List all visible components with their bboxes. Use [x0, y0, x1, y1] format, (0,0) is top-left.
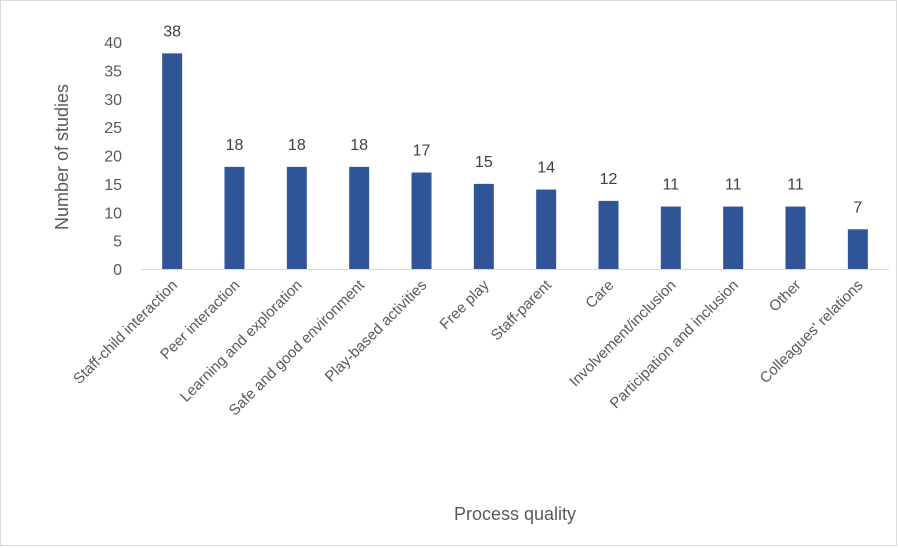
y-tick-label: 35: [104, 63, 122, 80]
x-tick-label: Free play: [436, 276, 493, 333]
y-axis-title: Number of studies: [52, 84, 72, 230]
data-label: 18: [226, 137, 244, 154]
y-tick-label: 40: [104, 35, 122, 52]
data-label: 38: [163, 23, 181, 40]
y-tick-label: 0: [113, 262, 122, 279]
y-tick-label: 5: [113, 234, 122, 251]
data-label: 14: [537, 160, 555, 177]
x-tick-label: Participation and inclusion: [607, 277, 742, 412]
data-label: 17: [413, 143, 431, 160]
x-tick-label: Other: [766, 277, 805, 316]
x-tick-label: Play-based activities: [322, 277, 431, 386]
x-tick-label: Staff-child interaction: [70, 277, 181, 388]
bar: [536, 189, 557, 269]
x-axis-title: Process quality: [454, 504, 576, 524]
x-tick-label: Colleagues' relations: [757, 277, 867, 387]
y-tick-label: 20: [104, 149, 122, 166]
bar: [723, 206, 744, 269]
y-tick-label: 10: [104, 205, 122, 222]
x-tick-label: Involvement/inclusion: [566, 277, 679, 390]
bar: [847, 229, 868, 269]
bar: [286, 166, 307, 269]
data-label: 11: [663, 177, 680, 194]
y-tick-label: 15: [104, 177, 122, 194]
bar: [473, 183, 494, 269]
bar: [224, 166, 245, 269]
bar: [411, 172, 432, 269]
data-labels: 38 18 18 18 17 15 14 12 11 11 11 7: [163, 23, 862, 216]
bar: [598, 200, 619, 269]
data-label: 11: [787, 177, 804, 194]
bar: [660, 206, 681, 269]
data-label: 7: [853, 199, 862, 216]
data-label: 12: [600, 171, 618, 188]
x-tick-label: Learning and exploration: [177, 277, 306, 406]
data-label: 11: [725, 177, 742, 194]
bar: [785, 206, 806, 269]
data-label: 15: [475, 154, 493, 171]
bar: [162, 53, 183, 269]
y-tick-label: 25: [104, 120, 122, 137]
bars: [162, 53, 868, 269]
y-tick-label: 30: [104, 92, 122, 109]
x-tick-label: Staff-parent: [488, 276, 556, 344]
bar: [349, 166, 370, 269]
data-label: 18: [288, 137, 306, 154]
x-tick-label: Care: [582, 277, 617, 312]
data-label: 18: [350, 137, 368, 154]
y-axis-ticks: 0 5 10 15 20 25 30 35 40: [104, 35, 122, 279]
